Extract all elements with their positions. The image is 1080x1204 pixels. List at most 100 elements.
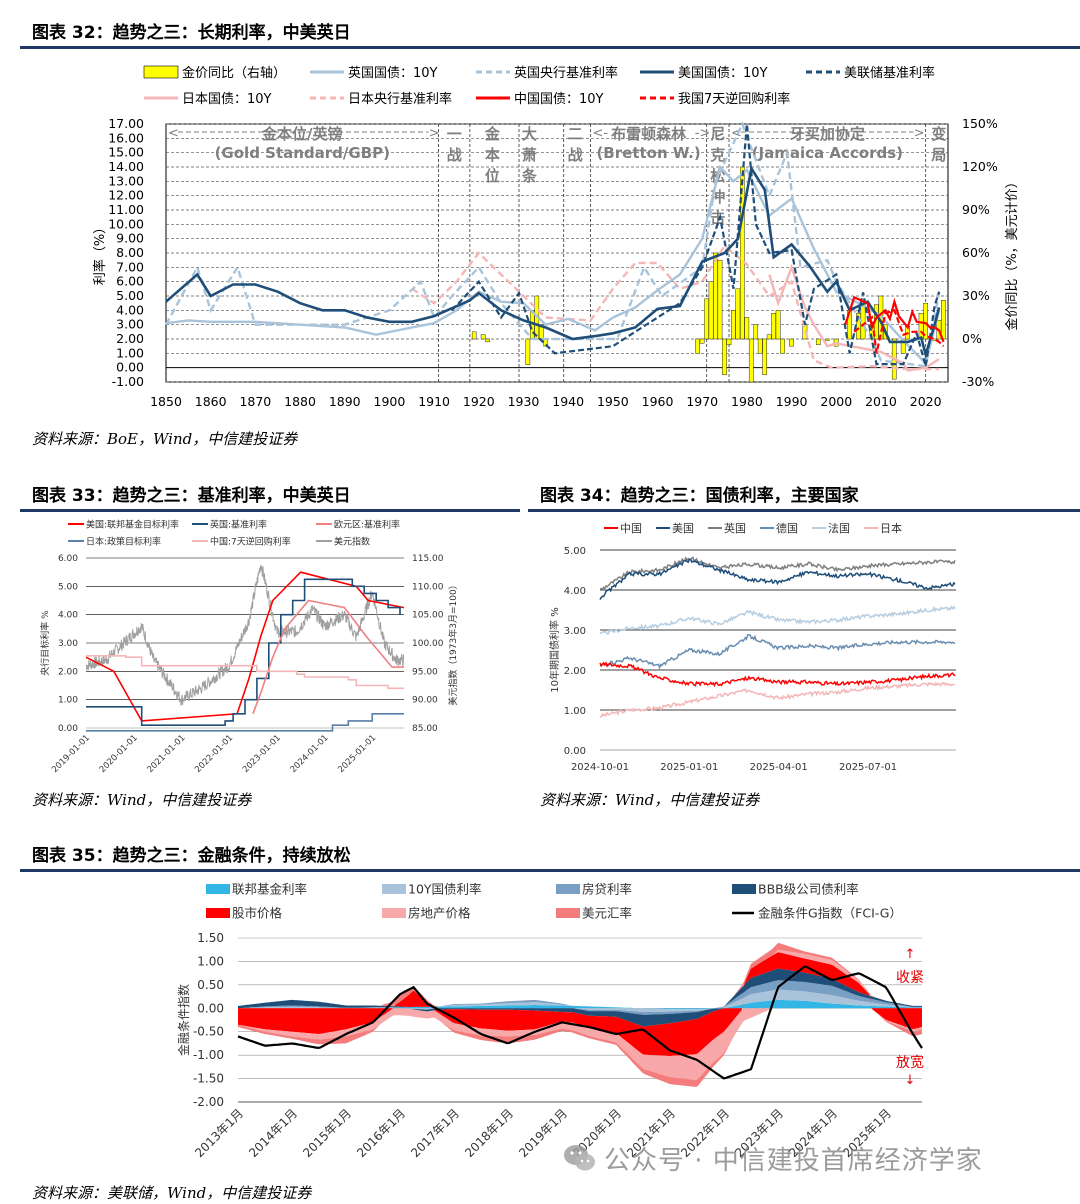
fig35-ytick: 1.00	[197, 954, 224, 968]
fig32-ytick-left: 17.00	[108, 116, 144, 131]
fig32-era-arrow: <-	[593, 126, 609, 141]
fig35-arrow-up: ↑	[905, 947, 916, 962]
fig32-series-4	[768, 263, 940, 372]
fig33-ytick-left: 3.00	[58, 639, 78, 649]
fig35-legend-item-0	[206, 884, 230, 894]
fig35-legend-label-5: 房地产价格	[408, 906, 471, 921]
fig34-xtick: 2025-07-01	[839, 762, 897, 773]
fig32-xtick: 1990	[776, 394, 808, 409]
fig32-era-bretton-top: 布雷顿森林	[611, 125, 687, 143]
fig33-ytick-left: 0.00	[58, 724, 78, 734]
fig34-xtick: 2025-01-01	[660, 762, 718, 773]
fig35-legend-item-6	[556, 908, 580, 918]
fig32-gold-bar	[695, 338, 700, 354]
fig32-gold-bar	[735, 288, 741, 340]
fig32-xtick: 1880	[284, 394, 316, 409]
fig34-title: 图表 34：趋势之三：国债利率，主要国家	[540, 486, 859, 506]
fig34-series-3	[599, 634, 956, 670]
fig35-anno-tight: 收紧	[896, 970, 924, 986]
fig32-era-ww1: 战	[447, 146, 462, 164]
fig33-legend-label-0: 美国:联邦基金目标利率	[86, 519, 179, 531]
fig32-legend-label-6: 日本央行基准利率	[348, 91, 452, 107]
fig33-ytick-right: 105.00	[412, 611, 444, 621]
fig32-gold-bar	[775, 310, 781, 340]
fig35-legend-label-0: 联邦基金利率	[232, 882, 307, 897]
fig32-ylabel-right: 金价同比（%，美元计价）	[1004, 175, 1020, 330]
fig32-era-depression: 大	[522, 125, 537, 143]
fig35-arrow-down: ↓	[905, 1073, 916, 1088]
fig34-legend-label-3: 德国	[776, 521, 798, 535]
fig32-ytick-left: 14.00	[108, 159, 144, 174]
fig32-era-nixon: 克	[710, 146, 725, 164]
fig35-area-0	[238, 999, 922, 1010]
fig32-xtick: 1970	[686, 394, 718, 409]
fig35-title-rule	[20, 869, 1080, 872]
fig35-legend-item-4	[206, 908, 230, 918]
fig32-xtick: 1980	[731, 394, 763, 409]
fig33-ytick-left: 5.00	[58, 582, 78, 592]
fig34-chart: 中国 美国 英国 德国 法国 日本 5.00 4.00 3.00 2.00 1.00 0.00 2024…	[548, 521, 956, 773]
fig32-era-depression: 萧	[522, 146, 537, 164]
fig34-ytick: 4.00	[564, 586, 586, 597]
fig32-ytick-left: 16.00	[108, 130, 144, 145]
fig35-xtick: 2013年1月	[192, 1106, 246, 1160]
fig32-ytick-right: 150%	[962, 116, 998, 131]
fig32-gold-bar	[780, 338, 785, 354]
fig32-legend-item-0-swatch	[143, 65, 179, 79]
fig33-series-0	[85, 571, 405, 722]
fig32-gold-bar	[918, 313, 924, 340]
fig33-legend-label-4: 中国:7天逆回购利率	[210, 536, 291, 548]
fig32-ytick-left: 1.00	[116, 345, 144, 360]
fig33-ytick-left: 4.00	[58, 611, 78, 621]
fig32-era-jamaica-bottom: (Jamaica Accords)	[752, 144, 903, 162]
fig32-era-change: 局	[930, 146, 946, 164]
fig33-series-dxy	[85, 565, 405, 707]
fig32-ytick-left: -1.00	[112, 374, 144, 389]
fig32-xtick: 1870	[239, 394, 271, 409]
fig33-source: 资料来源：Wind，中信建投证券	[32, 791, 252, 809]
fig32-era-arrow: >	[914, 126, 925, 141]
fig33-xtick: 2020-01-01	[98, 733, 140, 775]
fig32-gold-bar	[771, 313, 776, 340]
fig32-gold-bar	[471, 331, 477, 340]
fig32-xtick: 1860	[195, 394, 227, 409]
fig32-title: 图表 32：趋势之三：长期利率，中美英日	[32, 23, 351, 43]
fig35-xtick: 2017年1月	[408, 1106, 462, 1160]
fig32-xtick: 1930	[508, 394, 540, 409]
fig35-area-3	[238, 968, 922, 1027]
fig35-ytick: -0.50	[193, 1025, 224, 1039]
fig35-xtick: 2016年1月	[354, 1106, 408, 1160]
fig33-ytick-right: 115.00	[412, 554, 444, 564]
fig32-legend-label-3: 美国国债：10Y	[678, 66, 768, 81]
fig32-legend-label-7: 中国国债：10Y	[514, 92, 604, 107]
fig35-ytick: -1.00	[193, 1048, 224, 1062]
fig32-era-gold-top: 金本位/英镑	[261, 125, 342, 143]
fig32-gold-bar	[748, 338, 754, 383]
fig33-series-1	[86, 578, 401, 726]
fig33-ylabel-left: 央行目标利率 %	[39, 610, 51, 676]
fig35-area-1	[238, 989, 922, 1012]
fig32-era-nixon: 尼	[710, 125, 725, 143]
fig34-ytick: 0.00	[564, 746, 586, 757]
fig33-ytick-left: 1.00	[58, 696, 78, 706]
fig32-xtick: 1900	[374, 394, 406, 409]
fig32-legend-label-8: 我国7天逆回购利率	[678, 91, 790, 107]
fig34-xtick: 2025-04-01	[750, 762, 808, 773]
fig32-legend-label-1: 英国国债：10Y	[348, 66, 438, 81]
fig33-ytick-right: 110.00	[412, 582, 444, 592]
fig32-series-5	[411, 243, 940, 371]
fig32-gold-bar	[744, 317, 750, 340]
fig35-ytick: 1.50	[197, 931, 224, 945]
fig32-ytick-left: 4.00	[116, 302, 144, 317]
fig32-series-0	[165, 164, 941, 366]
fig35-ytick: 0.00	[197, 1001, 224, 1015]
fig32-era-depression: 条	[521, 167, 538, 185]
fig32-ytick-left: 5.00	[116, 288, 144, 303]
fig32-ytick-left: 9.00	[116, 231, 144, 246]
fig32-era-gold-bottom: (Gold Standard/GBP)	[215, 144, 390, 162]
fig32-xtick: 2010	[865, 394, 897, 409]
fig33-ytick-right: 85.00	[412, 724, 438, 734]
fig33-ylabel-right: 美元指数（1973年3月=100）	[447, 580, 459, 705]
fig35-legend-item-1	[382, 884, 406, 894]
fig34-ytick: 3.00	[564, 626, 586, 637]
